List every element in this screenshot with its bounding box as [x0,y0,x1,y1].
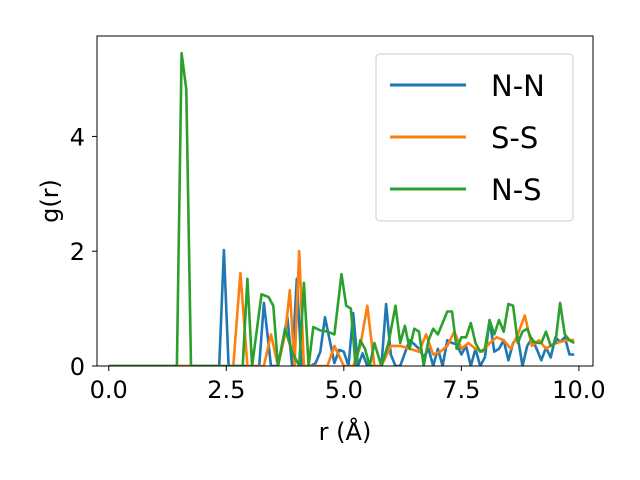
x-tick-label: 7.5 [442,376,480,404]
series-line-n-s [108,51,575,366]
legend-items: N-N S-S N-S [390,69,545,207]
x-tick-label: 0.0 [90,376,128,404]
x-tick-label: 10.0 [552,376,605,404]
legend: N-N S-S N-S [375,53,574,222]
y-tick-label: 0 [70,353,85,381]
legend-label-n-n: N-N [491,69,545,103]
legend-label-s-s: S-S [491,121,538,155]
y-tick-label: 4 [70,123,85,151]
x-axis-ticks: 0.0 2.5 5.0 7.5 10.0 [90,366,606,404]
y-axis-label: g(r) [36,179,64,223]
x-tick-label: 2.5 [207,376,245,404]
y-axis-ticks: 0 2 4 [70,123,97,381]
series-line-n-n [108,248,575,366]
legend-label-n-s: N-S [491,173,542,207]
plot-frame [96,35,594,367]
series-layer [108,51,575,366]
x-axis-label: r (Å) [319,417,372,446]
x-tick-label: 5.0 [325,376,363,404]
y-tick-label: 2 [70,238,85,266]
legend-box [375,53,574,222]
